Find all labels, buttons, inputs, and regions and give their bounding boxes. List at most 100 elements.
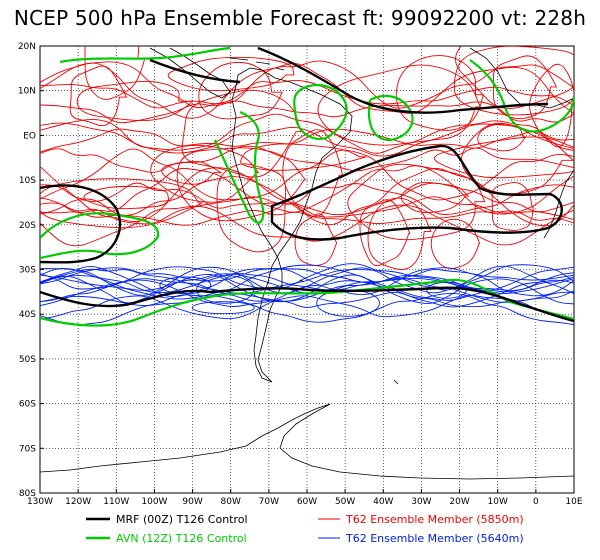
lat-tick-label: 30S: [19, 266, 36, 276]
avn-contour: [40, 212, 160, 260]
member-5850m: [40, 145, 574, 173]
avn-control: [40, 46, 574, 327]
member-5850m: [167, 56, 295, 92]
member-5850m: [40, 60, 574, 109]
member-5850m: [40, 182, 574, 215]
avn-contour: [293, 83, 348, 140]
lon-tick-label: 90W: [182, 497, 202, 507]
lon-tick-label: 50W: [335, 497, 355, 507]
member-5850m: [40, 122, 574, 157]
member-5850m: [294, 213, 338, 266]
member-5640m: [40, 266, 574, 297]
member-5850m: [40, 148, 574, 201]
member-5640m: [40, 267, 574, 285]
member-5850m: [317, 64, 481, 146]
member-5850m: [359, 199, 411, 267]
caribbean-islands: [229, 57, 285, 71]
member-5850m: [430, 218, 481, 270]
lon-axis: 130W 120W 110W 100W 90W 80W 70W 60W 50W 40W 30W 20W…: [27, 489, 583, 507]
legend: MRF (00Z) T126 Control T62 Ensemble Memb…: [86, 513, 524, 545]
lon-tick-label: 130W: [27, 497, 53, 507]
member-5640m: [191, 301, 255, 315]
mrf-contour: [149, 58, 241, 84]
member-5850m: [40, 204, 574, 247]
lon-tick-label: 110W: [103, 497, 129, 507]
avn-contour: [367, 94, 414, 142]
south-islands: [299, 279, 399, 385]
lat-tick-label: 20S: [19, 221, 36, 231]
mrf-contour: [40, 286, 574, 323]
member-5850m: [395, 55, 484, 131]
lat-tick-label: 10S: [19, 176, 36, 186]
red-members: [40, 46, 574, 270]
lat-tick-label: 70S: [19, 444, 36, 454]
member-5850m: [40, 165, 574, 215]
member-5640m: [40, 294, 574, 320]
south-america-coast: [231, 67, 353, 383]
legend-label-avn: AVN (12Z) T126 Control: [116, 532, 247, 545]
mrf-contour: [257, 46, 549, 114]
member-5640m: [40, 277, 574, 303]
legend-label-t62-5640: T62 Ensemble Member (5640m): [345, 532, 524, 545]
member-5850m: [76, 80, 194, 122]
lat-tick-label: EO: [23, 131, 36, 141]
mrf-contour: [40, 184, 122, 264]
member-5850m: [69, 65, 128, 127]
member-5640m: [40, 264, 574, 301]
member-5850m: [453, 46, 574, 116]
lat-tick-label: 20N: [18, 42, 36, 52]
central-america-coast: [149, 47, 231, 99]
lon-tick-label: 20W: [449, 497, 469, 507]
lat-tick-label: 60S: [19, 400, 36, 410]
member-5850m: [477, 123, 527, 152]
member-5850m: [40, 100, 574, 124]
member-5640m: [40, 263, 574, 291]
legend-label-t62-5850: T62 Ensemble Member (5850m): [345, 513, 524, 526]
member-5850m: [181, 89, 302, 178]
member-5850m: [455, 46, 574, 109]
avn-contour: [59, 46, 231, 64]
lon-tick-label: 80W: [221, 497, 241, 507]
lon-tick-label: 10E: [565, 497, 582, 507]
mrf-control: [40, 46, 574, 323]
lat-tick-label: 80S: [19, 489, 36, 499]
member-5850m: [150, 144, 260, 203]
member-5850m: [347, 163, 486, 241]
member-5850m: [40, 178, 204, 229]
lon-tick-label: 100W: [141, 497, 167, 507]
member-5850m: [40, 80, 574, 109]
lat-axis: 20N 10N EO 10S 20S 30S 40S 50S 60S 70S 80S: [18, 42, 44, 499]
avn-contour: [40, 278, 574, 327]
legend-label-mrf: MRF (00Z) T126 Control: [116, 513, 248, 526]
avn-contour: [469, 59, 574, 133]
member-5850m: [40, 128, 574, 153]
member-5850m: [40, 176, 574, 216]
lon-tick-label: 70W: [259, 497, 279, 507]
lat-tick-label: 40S: [19, 310, 36, 320]
lat-tick-label: 10N: [18, 87, 36, 97]
member-5850m: [216, 163, 287, 253]
member-5640m: [40, 268, 574, 294]
member-5850m: [176, 147, 307, 222]
member-5850m: [84, 46, 146, 100]
member-5640m: [40, 291, 574, 308]
member-5850m: [367, 197, 432, 270]
chart-title: NCEP 500 hPa Ensemble Forecast ft: 99092…: [13, 6, 587, 30]
lon-tick-label: 40W: [373, 497, 393, 507]
lon-tick-label: 30W: [411, 497, 431, 507]
member-5640m: [159, 276, 212, 295]
lon-tick-label: 0: [533, 497, 539, 507]
mrf-contour: [270, 144, 563, 241]
member-5640m: [40, 292, 574, 326]
avn-contour: [214, 110, 265, 224]
lon-tick-label: 60W: [297, 497, 317, 507]
lon-tick-label: 10W: [488, 497, 508, 507]
lon-tick-label: 120W: [65, 497, 91, 507]
lat-tick-label: 50S: [19, 355, 36, 365]
member-5850m: [198, 61, 283, 120]
antarctic-coast: [40, 403, 574, 480]
member-5850m: [40, 196, 574, 225]
member-5850m: [491, 182, 534, 231]
member-5850m: [40, 210, 574, 226]
